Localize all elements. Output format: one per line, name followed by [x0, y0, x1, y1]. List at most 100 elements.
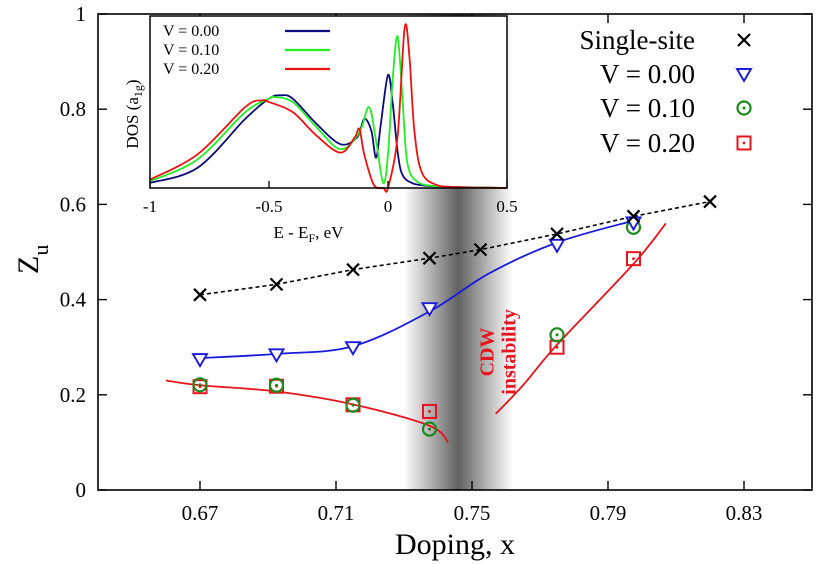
inset-x-tick-label: -0.5: [256, 197, 283, 216]
marker-dot: [632, 257, 635, 261]
point-v-0-10: [192, 377, 208, 393]
marker-triangle: [344, 341, 362, 357]
main-legend: Single-site V = 0.00 V = 0.10 V = 0.20: [580, 25, 753, 158]
inset-dos-plot: -1 -0.5 0 0.5 V = 0.00 V = 0.10 V = 0.20 DOS …: [123, 15, 518, 245]
y-axis-title-sub: u: [28, 245, 53, 256]
inset-curve-v-0-00: [149, 73, 508, 189]
marker-dot: [742, 141, 746, 145]
inset-legend-label: V = 0.20: [163, 61, 219, 78]
point-v-0-20: [626, 251, 641, 267]
x-tick-label: 0.83: [726, 501, 763, 525]
marker-circle: [736, 100, 752, 116]
marker-square: [736, 135, 752, 151]
point-single-site: [626, 209, 641, 224]
marker-stroke: [550, 227, 564, 241]
inset-legend: V = 0.00 V = 0.10 V = 0.20: [163, 23, 330, 78]
y-tick-label: 0: [76, 478, 87, 502]
legend-item-v-0-00: V = 0.00: [600, 59, 753, 89]
point-v-0-00: [548, 238, 566, 254]
marker-stroke: [703, 194, 717, 209]
point-single-site: [346, 262, 360, 277]
series-line-single-site: [199, 200, 711, 296]
marker-triangle: [420, 302, 439, 318]
inset-curve-v-0-10: [149, 35, 508, 189]
marker-stroke: [422, 251, 437, 265]
legend-item-v-0-10: V = 0.10: [600, 93, 752, 123]
inset-x-axis-title: E - EF, eV: [274, 223, 345, 245]
inset-legend-label: V = 0.10: [163, 42, 219, 59]
marker-dot: [555, 345, 559, 349]
point-single-site: [193, 288, 207, 302]
point-single-site: [550, 227, 564, 241]
point-v-0-10: [421, 421, 438, 437]
x-tick-label: 0.71: [318, 501, 355, 525]
legend-label: V = 0.20: [600, 128, 695, 158]
inset-x-title-main: E - E: [274, 223, 309, 242]
inset-curve-v-0-20: [149, 23, 508, 193]
point-v-0-00: [420, 302, 439, 318]
marker-dot: [428, 427, 431, 431]
marker-circle: [268, 377, 285, 393]
inset-frame: [149, 15, 508, 189]
legend-label: Single-site: [580, 25, 696, 55]
marker-stroke: [626, 209, 641, 224]
point-single-site: [473, 242, 488, 257]
cdw-annotation-line1: CDW: [477, 328, 499, 377]
marker-square: [626, 251, 641, 267]
point-v-0-00: [267, 348, 286, 364]
point-single-site: [703, 194, 717, 209]
marker-circle: [345, 397, 361, 413]
y-tick-label: 0.8: [60, 97, 86, 121]
y-tick-label: 0.6: [60, 192, 86, 216]
main-axis-ticks: 0.67 0.71 0.75 0.79 0.83 0 0.2 0.4 0.6 0.8 1: [60, 2, 812, 525]
point-v-0-10: [268, 377, 285, 393]
marker-circle: [549, 327, 565, 343]
marker-triangle: [735, 68, 753, 83]
inset-x-tick-label: 0.5: [496, 197, 517, 216]
inset-x-tick-label: -1: [143, 197, 157, 216]
legend-item-v-0-20: V = 0.20: [600, 128, 752, 158]
legend-marker: [736, 100, 752, 116]
marker-square: [422, 403, 437, 419]
x-tick-label: 0.75: [454, 501, 491, 525]
cdw-annotation-line2: instability: [499, 309, 521, 395]
inset-x-title-sub: F: [308, 231, 315, 245]
marker-triangle: [191, 353, 209, 368]
marker-stroke: [737, 33, 751, 47]
marker-stroke: [193, 288, 207, 302]
x-tick-label: 0.79: [590, 501, 627, 525]
inset-axis-ticks: -1 -0.5 0 0.5: [143, 181, 518, 216]
y-axis-title: Zu: [12, 245, 53, 274]
point-v-0-10: [345, 397, 361, 413]
marker-triangle: [267, 348, 286, 364]
marker-circle: [192, 377, 208, 393]
point-single-site: [422, 251, 437, 265]
legend-marker: [736, 135, 752, 151]
point-single-site: [269, 277, 284, 292]
marker-stroke: [473, 242, 488, 257]
legend-item-single-site: Single-site: [580, 25, 751, 55]
y-tick-label: 0.2: [60, 383, 86, 407]
inset-y-axis-title: DOS (a1g): [123, 79, 145, 148]
inset-legend-item-v-0-20: V = 0.20: [163, 61, 330, 78]
marker-dot: [275, 383, 278, 387]
marker-dot: [198, 383, 202, 387]
y-tick-label: 1: [76, 2, 87, 26]
legend-label: V = 0.00: [600, 59, 695, 89]
legend-label: V = 0.10: [600, 93, 695, 123]
y-axis-title-main: Z: [12, 256, 45, 274]
marker-stroke: [346, 262, 360, 277]
marker-stroke: [269, 277, 284, 292]
inset-legend-item-v-0-10: V = 0.10: [163, 42, 330, 59]
inset-x-title-suffix: , eV: [315, 223, 344, 242]
data-markers: [191, 194, 717, 437]
legend-marker: [737, 33, 751, 47]
marker-triangle: [548, 238, 566, 254]
inset-background: [150, 16, 507, 188]
inset-y-title-close: ): [123, 79, 142, 85]
inset-legend-item-v-0-00: V = 0.00: [163, 23, 330, 40]
y-tick-label: 0.4: [60, 288, 87, 312]
inset-curves: [149, 23, 508, 193]
point-v-0-20: [422, 403, 437, 419]
point-v-0-10: [549, 327, 565, 343]
